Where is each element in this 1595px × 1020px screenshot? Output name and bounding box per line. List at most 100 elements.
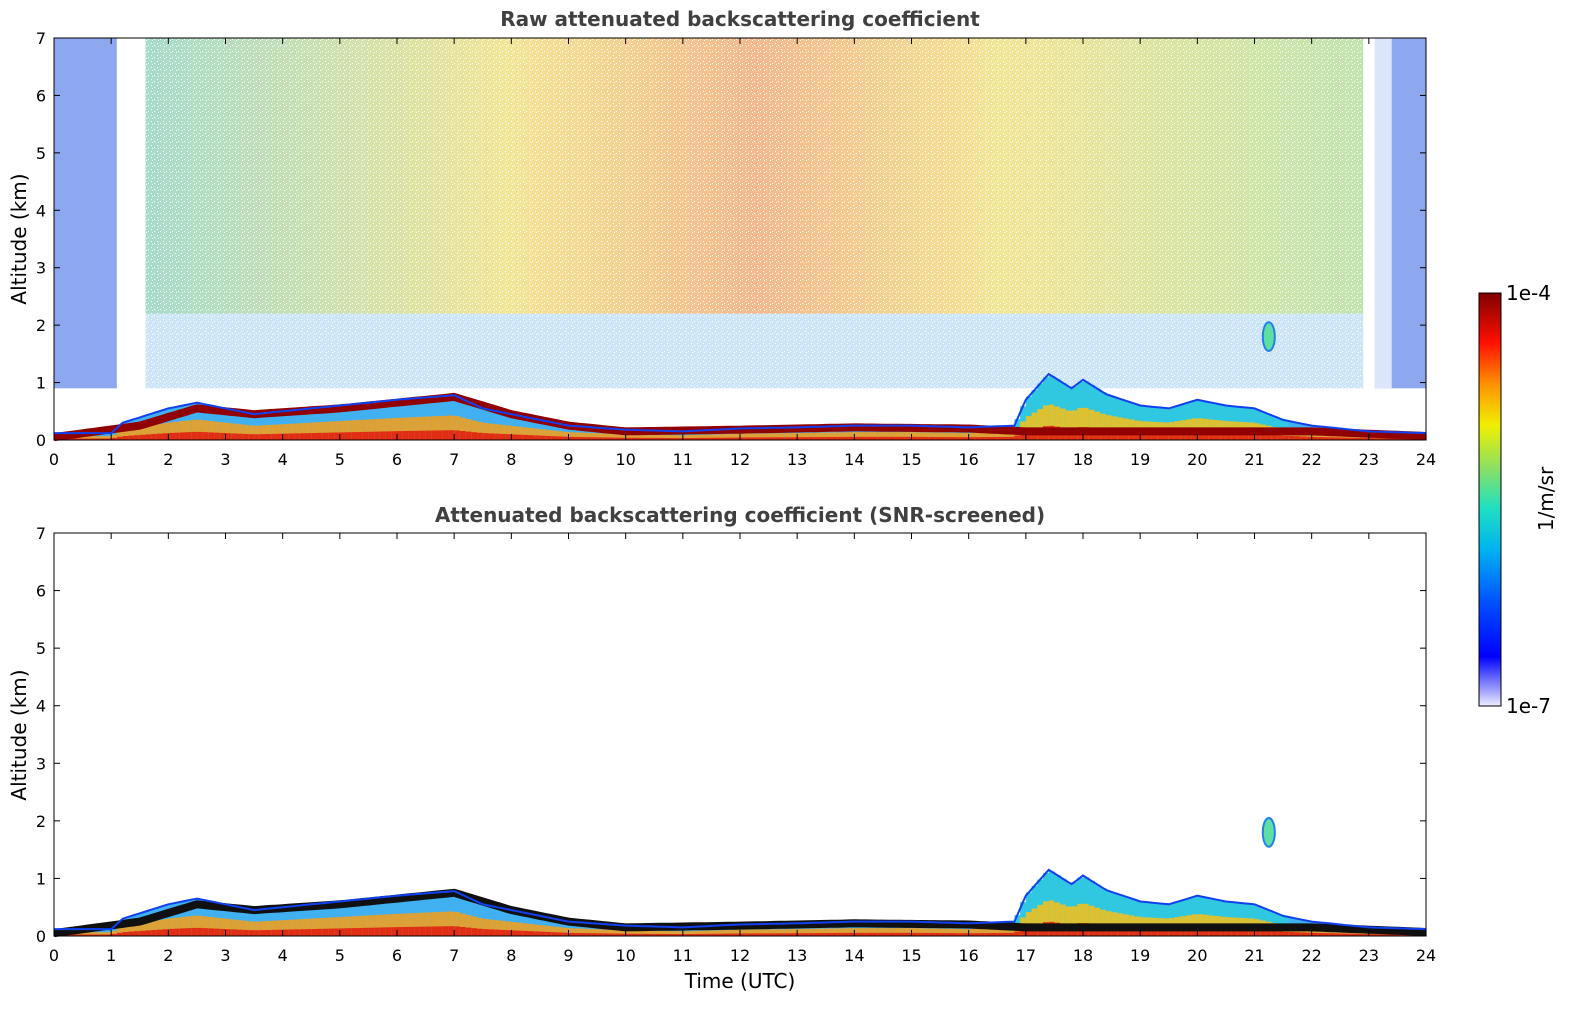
bl-column-low — [1014, 435, 1021, 440]
bl-column-low — [345, 928, 352, 936]
bl-column-low — [1117, 430, 1124, 440]
bl-column-mid — [762, 929, 770, 936]
bl-column-mid — [202, 420, 209, 440]
bl-column-low — [499, 929, 507, 936]
bl-column-low — [1123, 927, 1130, 936]
bl-column-mid — [151, 425, 158, 440]
bl-column-low — [214, 928, 221, 936]
bl-column-mid — [288, 919, 295, 936]
bl-column-mid — [991, 928, 998, 936]
bl-column-low — [934, 933, 941, 936]
bl-column-mid — [196, 915, 204, 936]
bl-column-mid — [1334, 433, 1341, 440]
bl-column-low — [717, 933, 724, 936]
bl-column-low — [511, 930, 518, 936]
bl-column-mid — [922, 432, 930, 440]
bl-column-mid — [128, 925, 135, 936]
bl-column-mid — [631, 930, 638, 936]
bl-column-mid — [454, 912, 461, 936]
bl-column-mid — [99, 932, 107, 936]
bl-column-low — [482, 929, 490, 936]
bl-column-mid — [1088, 905, 1096, 936]
bl-column-low — [505, 930, 512, 936]
bl-column-mid — [831, 432, 838, 440]
bl-column-mid — [156, 424, 164, 440]
bl-column-low — [585, 933, 592, 936]
bl-column-low — [888, 436, 895, 440]
bl-column-mid — [780, 929, 787, 936]
bl-column-low — [579, 437, 587, 440]
bl-column-low — [225, 929, 232, 936]
bl-column-low — [1163, 432, 1170, 440]
bl-column-low — [1151, 432, 1158, 440]
bl-column-low — [860, 932, 867, 936]
bl-column-low — [1380, 934, 1387, 936]
bl-column-mid — [705, 930, 713, 936]
bl-column-mid — [1345, 434, 1353, 440]
bl-column-mid — [88, 436, 95, 440]
bl-column-low — [642, 437, 650, 440]
x-tick-label: 23 — [1359, 946, 1379, 965]
bl-column-low — [1157, 432, 1164, 440]
bl-column-low — [534, 931, 541, 936]
panel-1-x-ticks: 0 1 2 3 4 5 6 7 8 9 10 11 12 13 14 15 16 17 18 19 20 21 22 23 24 — [49, 38, 1436, 469]
bl-column-low — [231, 433, 238, 440]
bl-column-low — [631, 437, 638, 440]
bl-column-low — [276, 433, 284, 440]
bl-column-mid — [276, 920, 284, 936]
bl-column-mid — [294, 423, 301, 440]
bl-column-low — [1271, 930, 1278, 936]
bl-column-mid — [637, 930, 644, 936]
x-tick-label: 15 — [901, 450, 921, 469]
bl-column-mid — [425, 912, 432, 936]
bl-column-mid — [985, 928, 993, 936]
bl-column-low — [477, 432, 484, 440]
bl-column-mid — [820, 928, 827, 936]
x-tick-label: 9 — [563, 450, 573, 469]
bl-column-low — [179, 432, 187, 440]
bl-column-low — [608, 933, 615, 936]
bl-column-low — [408, 926, 415, 936]
bl-column-low — [116, 436, 124, 440]
bl-column-low — [545, 435, 552, 440]
bl-column-mid — [299, 919, 307, 936]
bl-column-mid — [1083, 407, 1090, 440]
bl-column-mid — [328, 917, 335, 936]
bl-column-mid — [699, 434, 707, 440]
bl-column-mid — [1042, 405, 1050, 440]
bl-column-low — [579, 933, 587, 936]
bl-column-low — [985, 933, 993, 936]
bl-column-low — [797, 933, 804, 936]
bl-column-low — [437, 926, 444, 936]
bl-column-low — [1254, 433, 1261, 440]
bl-column-low — [1014, 931, 1021, 936]
bl-column-low — [391, 927, 398, 936]
bl-column-mid — [814, 928, 821, 936]
bl-column-low — [1294, 932, 1301, 936]
bl-column-low — [82, 438, 89, 440]
bl-column-mid — [88, 932, 95, 936]
bl-column-mid — [494, 424, 501, 440]
bl-column-low — [757, 933, 764, 936]
bl-column-mid — [408, 913, 415, 936]
bl-column-mid — [699, 930, 707, 936]
bl-column-low — [316, 432, 324, 440]
bl-column-mid — [545, 429, 552, 440]
bl-column-low — [362, 431, 370, 440]
bl-column-low — [614, 933, 621, 936]
bl-column-low — [962, 437, 970, 440]
bl-column-low — [345, 432, 352, 440]
x-tick-label: 19 — [1130, 946, 1150, 965]
bl-column-low — [242, 433, 249, 440]
bl-column-mid — [431, 416, 438, 440]
bl-column-low — [259, 434, 267, 440]
bl-column-mid — [654, 930, 661, 936]
bl-column-low — [825, 933, 833, 936]
bl-column-mid — [619, 434, 627, 440]
bl-column-low — [997, 436, 1004, 440]
bl-column-low — [65, 438, 72, 440]
bl-column-low — [65, 934, 72, 936]
bl-column-mid — [780, 433, 787, 440]
bl-column-low — [494, 929, 501, 936]
bl-column-mid — [425, 416, 432, 440]
